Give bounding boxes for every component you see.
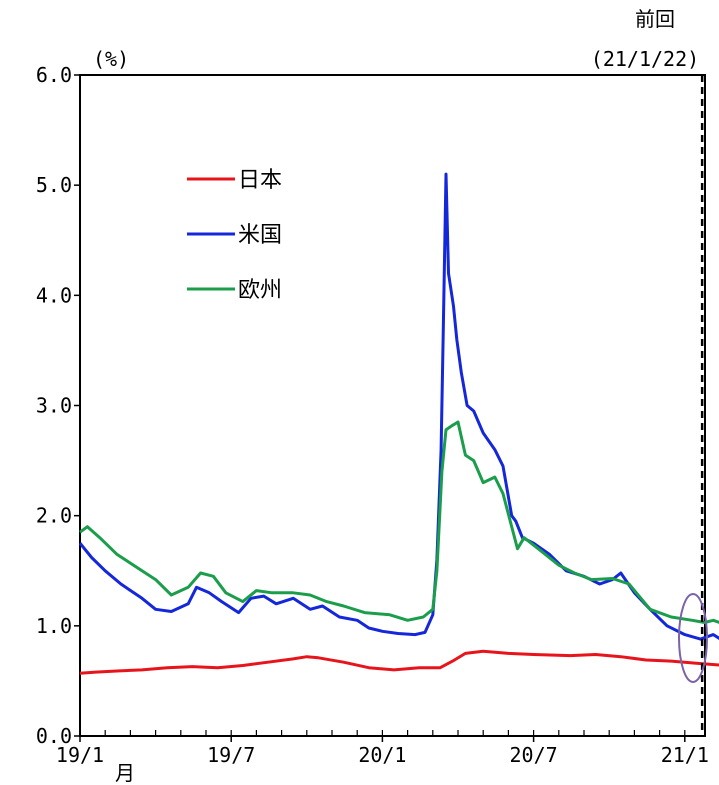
series-line — [78, 172, 719, 641]
series-line — [79, 649, 719, 675]
y-axis-unit: (%) — [93, 47, 129, 71]
y-tick-label: 4.0 — [36, 283, 72, 307]
marker-label-line2: (21/1/22) — [591, 47, 699, 71]
y-tick-label: 2.0 — [36, 504, 72, 528]
x-tick-label: 20/1 — [358, 743, 406, 767]
y-tick-label: 3.0 — [36, 394, 72, 418]
series-line — [79, 420, 719, 624]
y-tick-label: 1.0 — [36, 614, 72, 638]
x-tick-label: 20/7 — [510, 743, 558, 767]
highlight-ellipse — [678, 593, 708, 683]
y-tick-label: 0.0 — [36, 724, 72, 748]
x-tick-label: 19/7 — [207, 743, 255, 767]
y-tick-label: 5.0 — [36, 173, 72, 197]
legend-label: 欧州 — [238, 278, 282, 303]
legend-label: 日本 — [238, 168, 282, 193]
y-tick-label: 6.0 — [36, 63, 72, 87]
legend-label: 米国 — [238, 223, 282, 248]
x-axis-unit: 月 — [115, 761, 135, 785]
marker-label-line1: 前回 — [635, 7, 675, 31]
x-tick-label: 19/1 — [56, 743, 104, 767]
x-tick-label: 21/1 — [661, 743, 709, 767]
plot-frame — [79, 74, 706, 737]
